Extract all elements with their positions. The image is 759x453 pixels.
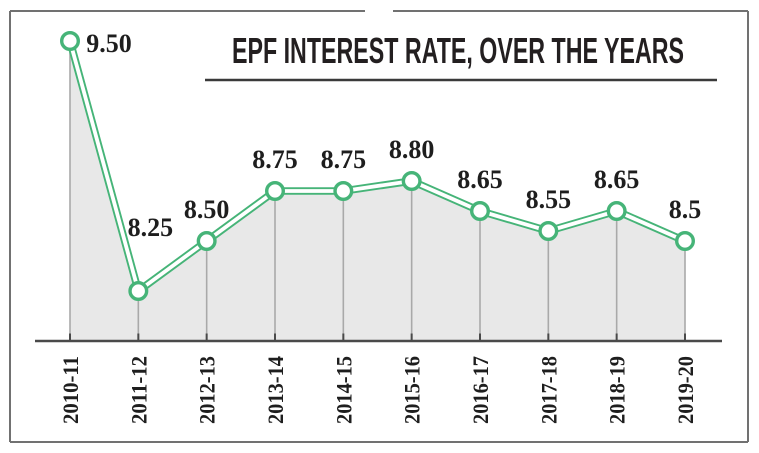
x-axis-label: 2012-13 (195, 356, 220, 424)
data-point-marker (606, 200, 627, 221)
data-point-marker (128, 281, 149, 302)
chart-title: EPF INTEREST RATE, OVER THE YEARS (232, 30, 684, 71)
x-axis-label: 2013-14 (263, 356, 288, 424)
data-point-marker (196, 230, 217, 251)
plot-area: 9.50 8.25 8.50 8.75 8.75 8.80 8.65 8.55 8.65 8.5 2… (35, 29, 722, 424)
x-axis-label: 2016-17 (468, 356, 493, 424)
point-value-label: 8.25 (128, 213, 174, 242)
point-value-label: 8.80 (389, 135, 435, 164)
x-axis-label: 2017-18 (536, 356, 561, 424)
x-axis-label: 2011-12 (126, 356, 151, 424)
data-point-marker (264, 180, 285, 201)
point-value-label: 9.50 (86, 29, 132, 58)
data-point-marker (401, 170, 422, 191)
series-line-core (68, 39, 687, 293)
data-point-marker (469, 200, 490, 221)
x-axis-label: 2014-15 (331, 356, 356, 424)
panel-border (9, 10, 749, 443)
point-value-label: 8.75 (321, 145, 367, 174)
x-axis-label: 2015-16 (400, 356, 425, 424)
point-value-label: 8.75 (252, 145, 298, 174)
x-axis-label: 2010-11 (58, 356, 83, 424)
x-axis-label: 2019-20 (673, 356, 698, 424)
area-fill (70, 41, 685, 341)
point-value-label: 8.65 (594, 165, 640, 194)
point-value-label: 8.5 (669, 195, 702, 224)
x-axis-label: 2018-19 (605, 356, 630, 424)
point-value-label: 8.50 (184, 195, 230, 224)
point-value-label: 8.65 (457, 165, 503, 194)
data-point-marker (60, 31, 81, 52)
point-value-label: 8.55 (526, 185, 572, 214)
data-point-marker (333, 180, 354, 201)
data-point-marker (674, 230, 695, 251)
data-point-marker (538, 220, 559, 241)
